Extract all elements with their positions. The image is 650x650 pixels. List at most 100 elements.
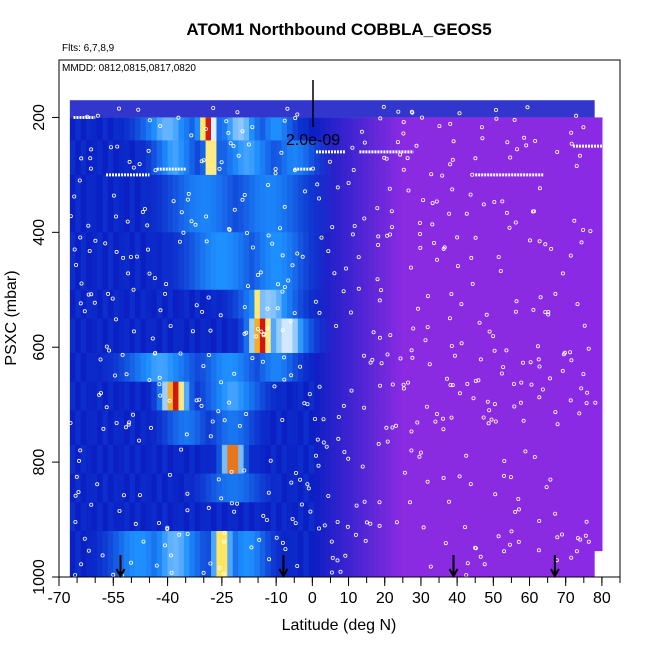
flight-track-point [267,557,272,562]
flight-track-point [244,330,249,335]
heat-cell [591,531,598,577]
flight-track-point [521,360,526,365]
heat-cell [325,352,332,383]
heat-cell [319,502,326,532]
heat-cell [303,381,310,411]
heat-cell [314,289,321,319]
heat-cell [428,381,435,411]
flight-track-point [362,140,367,145]
heat-cell [417,352,424,383]
flight-track-point [165,525,170,530]
heat-cell [330,410,337,446]
heat-cell [124,232,131,291]
flight-track-point [531,307,536,312]
flight-track-point [459,341,464,346]
heat-cell [411,140,418,176]
heat-cell [259,352,266,383]
flight-track-point [147,378,152,383]
flight-track-point [509,529,514,534]
flight-track-point [421,525,426,530]
heat-cell [238,410,245,446]
flight-track-point [250,125,255,130]
heat-cell [124,318,131,354]
heat-cell [129,531,136,577]
flight-track-point [335,558,340,563]
heatmap-field [69,100,620,577]
heat-cell [270,289,277,319]
heat-cell [173,444,180,475]
heat-cell [439,531,446,577]
flight-track-point [447,316,452,321]
heat-cell [189,531,196,577]
heat-cell [373,410,380,446]
flight-track-point [390,425,395,430]
flight-track-point [78,448,83,453]
heat-cell [211,352,218,383]
heat-cell [352,289,359,319]
heat-cell [352,473,359,503]
heat-cell [477,289,484,319]
heat-cell [553,473,560,503]
heat-cell [498,502,505,532]
heat-cell [86,140,93,176]
flight-track-point [210,419,215,424]
heat-cell [536,174,543,233]
heat-cell [156,381,163,411]
heat-cell [379,174,386,233]
heat-cell [270,444,277,475]
flight-track-point [477,320,482,325]
heat-cell [471,410,478,446]
heat-cell [547,352,554,383]
heat-cell [265,502,272,532]
heat-cell [515,140,522,176]
flight-track-point [419,115,424,120]
heat-cell [227,381,234,411]
heat-cell [563,502,570,532]
heat-cell [145,174,152,233]
heat-cell [449,352,456,383]
heat-cell [238,117,245,141]
heat-cell [482,531,489,577]
heat-cell [449,531,456,577]
heat-cell [91,444,98,475]
heat-cell [433,410,440,446]
heat-cell [542,174,549,233]
heat-cell [373,381,380,411]
heat-cell [178,410,185,446]
heat-cell [487,352,494,383]
heat-cell [221,117,228,141]
heat-cell [585,410,592,446]
heat-cell [417,140,424,176]
heat-cell [314,473,321,503]
heat-cell [243,381,250,411]
y-axis-title: PSXC (mbar) [3,270,20,365]
heat-cell [183,531,190,577]
heat-cell [86,410,93,446]
heat-cell [205,318,212,354]
dates-note: MMDD: 0812,0815,0817,0820 [62,63,196,74]
flight-track-point [434,411,439,416]
heat-cell [113,289,120,319]
heat-cell [395,289,402,319]
heat-cell [238,140,245,176]
heat-cell [477,140,484,176]
heat-cell [129,502,136,532]
heat-cell [455,232,462,291]
flight-track-point [141,539,146,544]
heat-cell [91,531,98,577]
flight-track-point [222,530,227,535]
heat-cell [487,502,494,532]
heat-cell [542,352,549,383]
heat-cell [249,140,256,176]
heat-cell [439,381,446,411]
flight-track-point [335,185,340,190]
heat-cell [460,289,467,319]
heat-cell [265,352,272,383]
heat-cell [444,140,451,176]
heat-cell [151,289,158,319]
heat-cell [232,531,239,577]
flight-track-point [350,232,355,237]
heat-cell [200,444,207,475]
heat-cell [211,174,218,233]
heat-cell [69,410,76,446]
